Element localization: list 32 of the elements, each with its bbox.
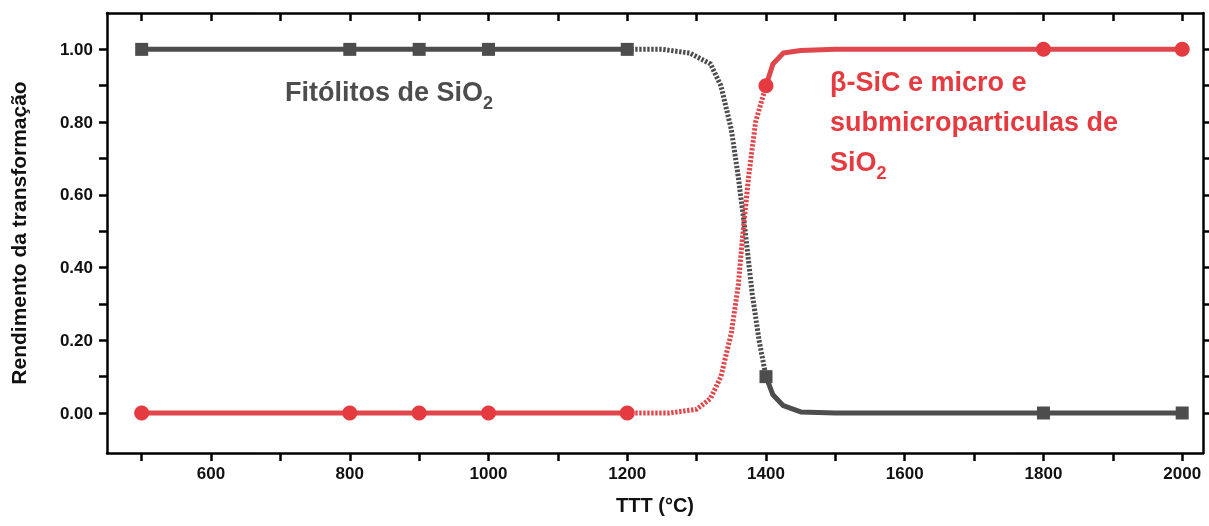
point	[412, 42, 426, 56]
y-axis-title: Rendimento da transformação	[7, 81, 30, 385]
point	[481, 405, 497, 421]
x-tick-label: 1200	[608, 464, 647, 483]
point	[411, 405, 427, 421]
y-tick-label: 0.80	[59, 112, 93, 132]
y-tick-label: 0.60	[59, 185, 93, 205]
x-tick-label: 1800	[1024, 464, 1063, 483]
point	[1036, 406, 1050, 420]
y-tick-label: 0.20	[59, 330, 93, 350]
x-tick-label: 1000	[469, 464, 508, 483]
x-tick-label: 1400	[747, 464, 785, 483]
x-tick-label: 1600	[885, 464, 924, 483]
point	[1035, 41, 1051, 57]
y-tick-label: 0.40	[59, 258, 93, 278]
y-tick-label: 1.00	[59, 39, 93, 59]
point	[134, 405, 150, 421]
point	[1175, 406, 1189, 420]
point	[342, 405, 358, 421]
x-tick-label: 2000	[1163, 464, 1202, 483]
point	[620, 42, 634, 56]
point	[759, 370, 773, 384]
x-tick-label: 800	[335, 464, 364, 483]
x-tick-label: 600	[196, 464, 226, 483]
point	[135, 42, 149, 56]
point	[758, 78, 774, 94]
point	[482, 42, 496, 56]
point	[1174, 41, 1190, 57]
y-tick-label: 0.00	[59, 403, 93, 423]
point	[343, 42, 357, 56]
x-axis-title: TTT (°C)	[616, 494, 694, 516]
point	[619, 405, 635, 421]
